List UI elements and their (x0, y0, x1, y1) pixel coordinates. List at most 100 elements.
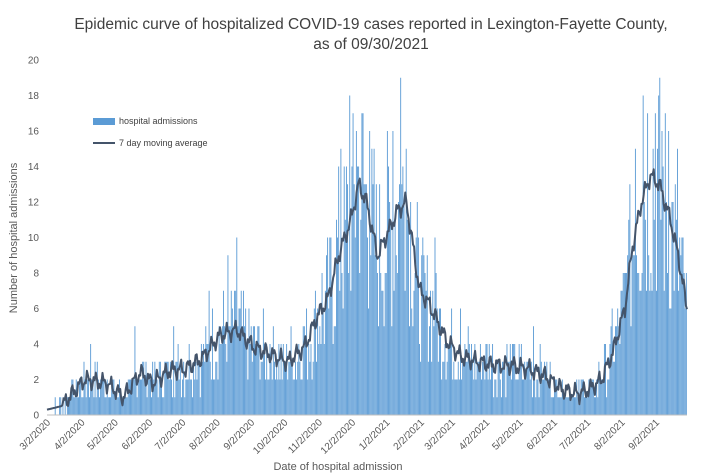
admission-bar (83, 361, 85, 415)
admission-bar (475, 379, 477, 415)
admission-bar (206, 344, 208, 415)
admission-bar (154, 361, 156, 415)
admission-bar (80, 379, 82, 415)
admission-bar (362, 113, 364, 415)
admission-bar (357, 166, 358, 415)
admission-bar (492, 344, 494, 415)
admission-bar (244, 326, 245, 415)
admission-bar (324, 290, 326, 415)
x-tick-label: 4/2/2021 (457, 417, 493, 453)
admission-bar (155, 379, 157, 415)
admission-bar (471, 344, 472, 415)
admission-bar (225, 344, 227, 415)
x-tick-label: 7/2/2020 (153, 417, 189, 453)
admission-bar (466, 361, 468, 415)
admission-bar (285, 361, 286, 415)
admission-bar (407, 219, 409, 415)
admission-bar (601, 379, 603, 415)
admission-bar (517, 379, 519, 415)
admission-bar (227, 255, 229, 415)
admission-bar (593, 397, 595, 415)
admission-bar (371, 148, 373, 415)
admission-bar (223, 290, 224, 415)
admission-bar (605, 344, 606, 415)
admission-bar (462, 361, 464, 415)
admission-bar (631, 255, 633, 415)
admission-bar (165, 361, 167, 415)
admission-bar (616, 326, 618, 415)
admission-bar (110, 397, 112, 415)
admission-bar (348, 273, 350, 415)
admission-bar (228, 326, 230, 415)
admission-bar (99, 397, 100, 415)
admission-bar (386, 131, 388, 415)
admission-bar (134, 326, 136, 415)
admission-bar (270, 361, 272, 415)
admission-bar (544, 361, 546, 415)
admission-bar (618, 326, 620, 415)
admission-bar (167, 361, 169, 415)
x-tick-label: 3/2/2020 (18, 417, 54, 453)
admission-bar (161, 379, 162, 415)
admission-bar (217, 379, 219, 415)
admission-bar (203, 344, 205, 415)
admission-bar (445, 379, 447, 415)
admission-bar (95, 397, 97, 415)
admission-bar (485, 344, 487, 415)
admission-bar (516, 379, 518, 415)
admission-bar (557, 397, 559, 415)
admission-bar (493, 397, 495, 415)
admission-bar (587, 397, 589, 415)
admission-bar (75, 379, 77, 415)
admission-bar (239, 308, 241, 415)
admission-bar (148, 379, 150, 415)
admission-bar (332, 344, 334, 415)
admission-bar (199, 397, 201, 415)
admission-bar (619, 344, 621, 415)
admission-bar (661, 131, 663, 415)
admission-bar (336, 219, 337, 415)
admission-bar (447, 344, 449, 415)
admission-bar (113, 379, 115, 415)
admission-bar (292, 379, 294, 415)
admission-bar (527, 361, 529, 415)
admission-bar (104, 397, 106, 415)
x-tick-label: 5/2/2021 (490, 417, 526, 453)
admission-bar (667, 273, 668, 415)
admission-bar (130, 379, 131, 415)
admission-bar (575, 397, 577, 415)
admission-bar (382, 290, 384, 415)
admission-bar (561, 379, 563, 415)
admission-bar (255, 344, 257, 415)
admission-bar (410, 202, 412, 415)
admission-bar (183, 361, 185, 415)
admission-bar (482, 361, 484, 415)
admission-bar (403, 202, 405, 415)
admission-bar (275, 379, 277, 415)
admission-bar (458, 379, 460, 415)
admission-bar (396, 273, 398, 415)
admission-bar (265, 379, 267, 415)
admission-bar (636, 255, 637, 415)
admission-bar (271, 379, 273, 415)
admission-bar (361, 113, 363, 415)
admission-bar (684, 308, 686, 415)
admission-bar (448, 344, 450, 415)
x-tick-label: 7/2/2021 (558, 417, 594, 453)
admission-bar (406, 219, 408, 415)
admission-bar (409, 326, 410, 415)
admission-bar (627, 255, 629, 415)
admission-bar (417, 237, 419, 415)
admission-bar (210, 379, 212, 415)
admission-bar (650, 273, 652, 415)
admission-bar (529, 379, 531, 415)
admission-bar (567, 397, 569, 415)
admission-bar (388, 166, 389, 415)
admission-bar (568, 397, 570, 415)
admission-bar (486, 344, 488, 415)
admission-bar (634, 148, 636, 415)
admission-bar (681, 237, 683, 415)
admission-bar (473, 379, 475, 415)
y-tick-label: 16 (28, 127, 40, 138)
admission-bar (564, 397, 565, 415)
